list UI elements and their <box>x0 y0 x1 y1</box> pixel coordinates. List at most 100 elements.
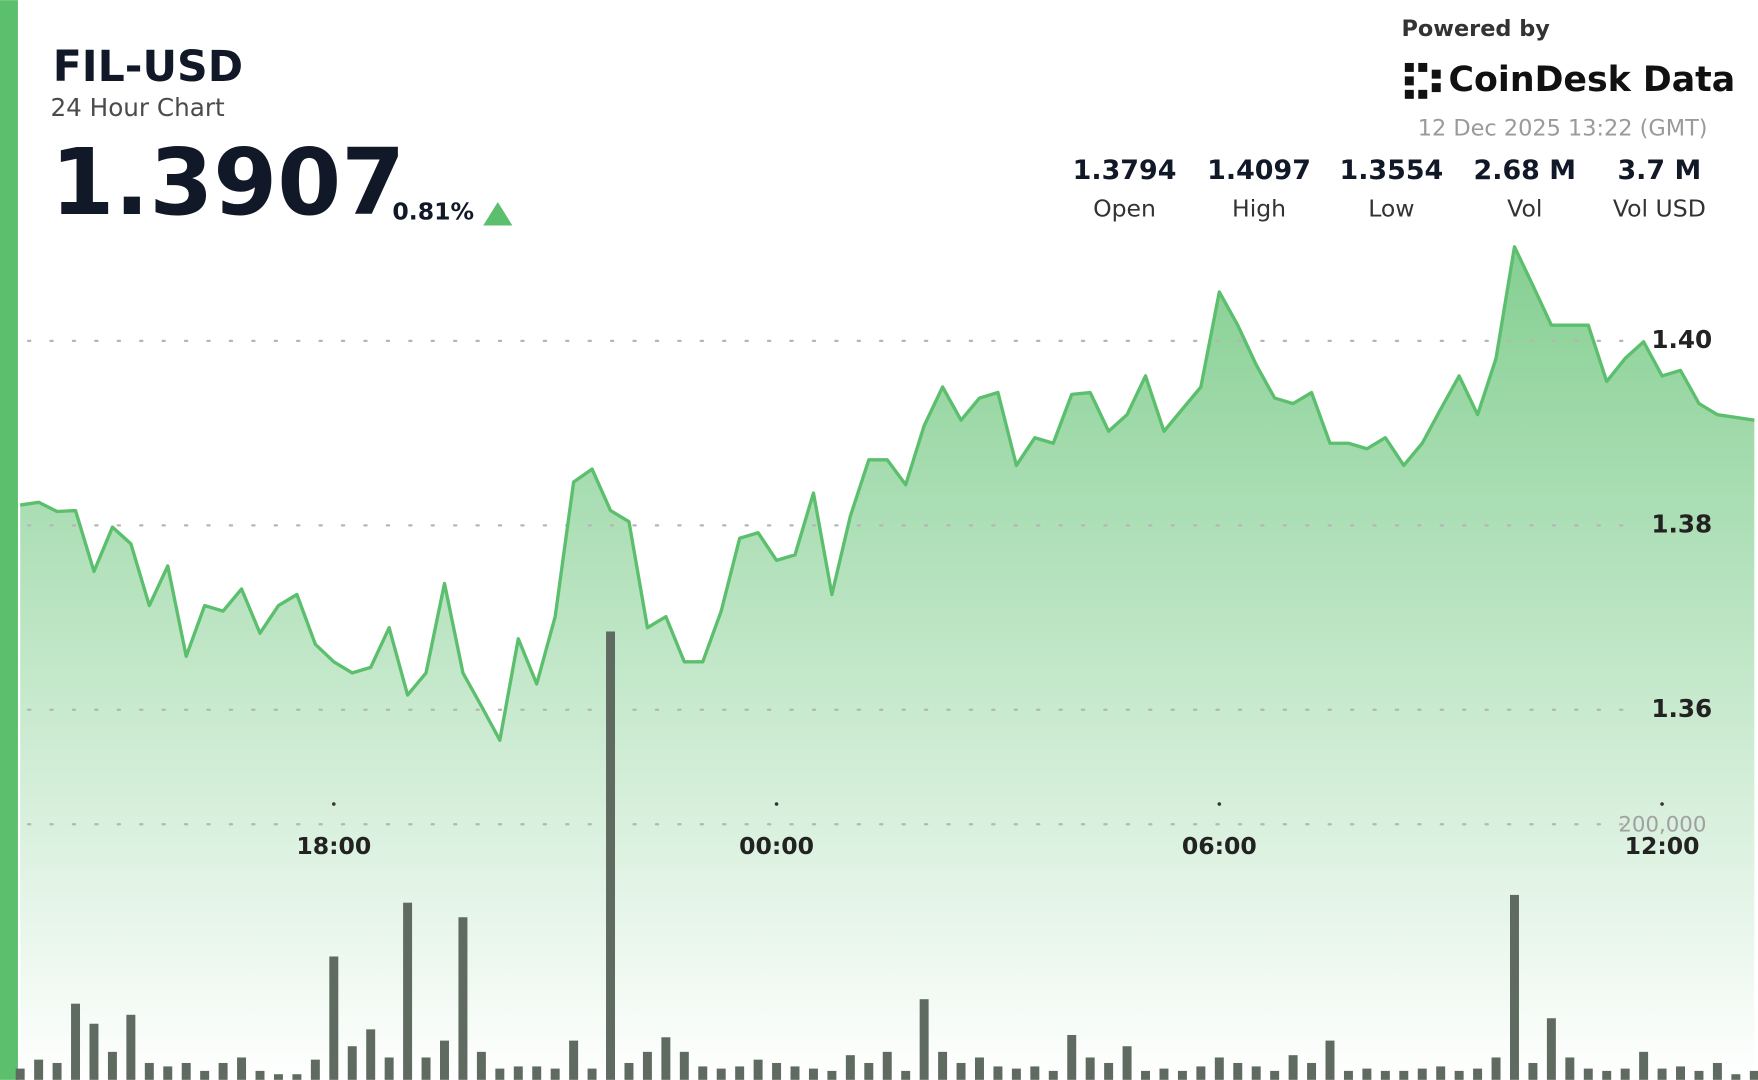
volume-bar <box>808 1068 818 1080</box>
volume-bar <box>1676 1066 1686 1080</box>
volume-bar <box>1565 1057 1575 1080</box>
volume-bar <box>1436 1066 1446 1080</box>
y2-tick-label: 200,000 <box>1618 812 1706 837</box>
volume-bar <box>15 1068 25 1080</box>
volume-bar <box>735 1066 745 1080</box>
y-tick-label: 1.38 <box>1651 509 1712 538</box>
timestamp: 12 Dec 2025 13:22 (GMT) <box>1418 116 1708 142</box>
volume-bar <box>1288 1055 1298 1080</box>
x-tick-mark <box>1660 802 1664 806</box>
volume-bar <box>1657 1068 1667 1080</box>
plot: 1.36 1.38 1.40 200,000 18:00 00:00 06:00 12:00 <box>15 245 1758 1080</box>
up-arrow <box>483 201 513 226</box>
volume-bar <box>790 1066 800 1080</box>
stat-label: Low <box>1368 194 1414 222</box>
volume-bar <box>919 999 929 1080</box>
volume-bar <box>661 1037 671 1080</box>
volume-bar <box>1159 1068 1169 1080</box>
volume-bar <box>1085 1057 1095 1080</box>
stat-value: 3.7 M <box>1617 155 1701 186</box>
volume-bar <box>495 1068 505 1080</box>
volume-bar <box>1749 1070 1758 1080</box>
volume-bar <box>144 1062 154 1080</box>
volume-bar <box>1491 1057 1501 1080</box>
volume-bar <box>1380 1070 1390 1080</box>
powered-by: Powered by <box>1401 16 1550 42</box>
x-tick-mark <box>1217 802 1222 806</box>
volume-bar <box>606 631 616 1080</box>
volume-bar <box>1509 894 1519 1080</box>
volume-bar <box>550 1068 560 1080</box>
stat-label: High <box>1232 194 1286 222</box>
volume-bar <box>1030 1066 1040 1080</box>
volume-bar <box>1307 1062 1317 1080</box>
volume-bar <box>1141 1070 1151 1080</box>
price: 1.3907 <box>50 129 405 236</box>
volume-bar <box>901 1070 911 1080</box>
volume-bar <box>1602 1070 1612 1080</box>
volume-bar <box>1011 1068 1021 1080</box>
volume-bar <box>1270 1070 1280 1080</box>
volume-bar <box>52 1062 62 1080</box>
volume-bar <box>772 1062 782 1080</box>
volume-bar <box>624 1062 634 1080</box>
volume-bar <box>587 1068 597 1080</box>
volume-bar <box>975 1057 984 1080</box>
volume-bar <box>347 1046 357 1080</box>
volume-bar <box>1196 1066 1206 1080</box>
volume-bar <box>1122 1046 1132 1080</box>
volume-bar <box>1233 1062 1243 1080</box>
volume-bar <box>1583 1068 1593 1080</box>
x-tick-mark <box>332 802 336 806</box>
volume-bar <box>1546 1018 1556 1080</box>
volume-bar <box>1067 1034 1077 1080</box>
volume-bar <box>956 1062 966 1080</box>
brand-logo <box>1404 62 1441 99</box>
volume-bar <box>1473 1068 1483 1080</box>
stats: 1.3794 Open 1.4097 High 1.3554 Low 2.68 M Vol 3.… <box>1073 155 1706 222</box>
volume-bar <box>255 1070 265 1080</box>
volume-bar <box>1712 1062 1722 1080</box>
volume-bar <box>1417 1068 1427 1080</box>
volume-bar <box>1104 1062 1114 1080</box>
volume-bar <box>273 1074 283 1080</box>
x-tick-label: 12:00 <box>1625 832 1700 860</box>
x-tick-label: 06:00 <box>1182 832 1257 860</box>
volume-bar <box>1177 1070 1187 1080</box>
volume-bar <box>716 1068 726 1080</box>
volume-bar <box>163 1066 173 1080</box>
volume-bar <box>1639 1051 1649 1080</box>
volume-bar <box>698 1066 708 1080</box>
volume-bar <box>845 1055 855 1080</box>
volume-bar <box>882 1051 892 1080</box>
stat-value: 2.68 M <box>1474 155 1576 186</box>
volume-bar <box>107 1051 117 1080</box>
volume-bar <box>753 1059 763 1080</box>
stat-value: 1.3554 <box>1339 155 1443 186</box>
volume-bar <box>458 917 468 1080</box>
volume-bar <box>1399 1070 1409 1080</box>
volume-bar <box>1454 1070 1464 1080</box>
volume-bar <box>126 1014 136 1080</box>
brand: CoinDesk Data <box>1449 60 1736 100</box>
stat-label: Vol USD <box>1613 194 1706 222</box>
change: 0.81% <box>392 198 474 226</box>
volume-bar <box>440 1040 449 1080</box>
volume-bar <box>476 1051 486 1080</box>
volume-bar <box>1343 1070 1353 1080</box>
stat-label: Vol <box>1507 194 1542 222</box>
volume-bar <box>71 1003 81 1080</box>
x-tick-label: 00:00 <box>739 832 814 860</box>
volume-bar <box>89 1023 99 1080</box>
volume-bar <box>292 1074 302 1080</box>
volume-bar <box>200 1070 210 1080</box>
volume-bar <box>642 1051 652 1080</box>
volume-bar <box>864 1062 874 1080</box>
volume-bar <box>1251 1066 1261 1080</box>
stat-label: Open <box>1093 194 1156 222</box>
volume-bar <box>1528 1062 1538 1080</box>
symbol: FIL-USD <box>53 42 243 92</box>
y-tick-label: 1.36 <box>1651 694 1712 723</box>
